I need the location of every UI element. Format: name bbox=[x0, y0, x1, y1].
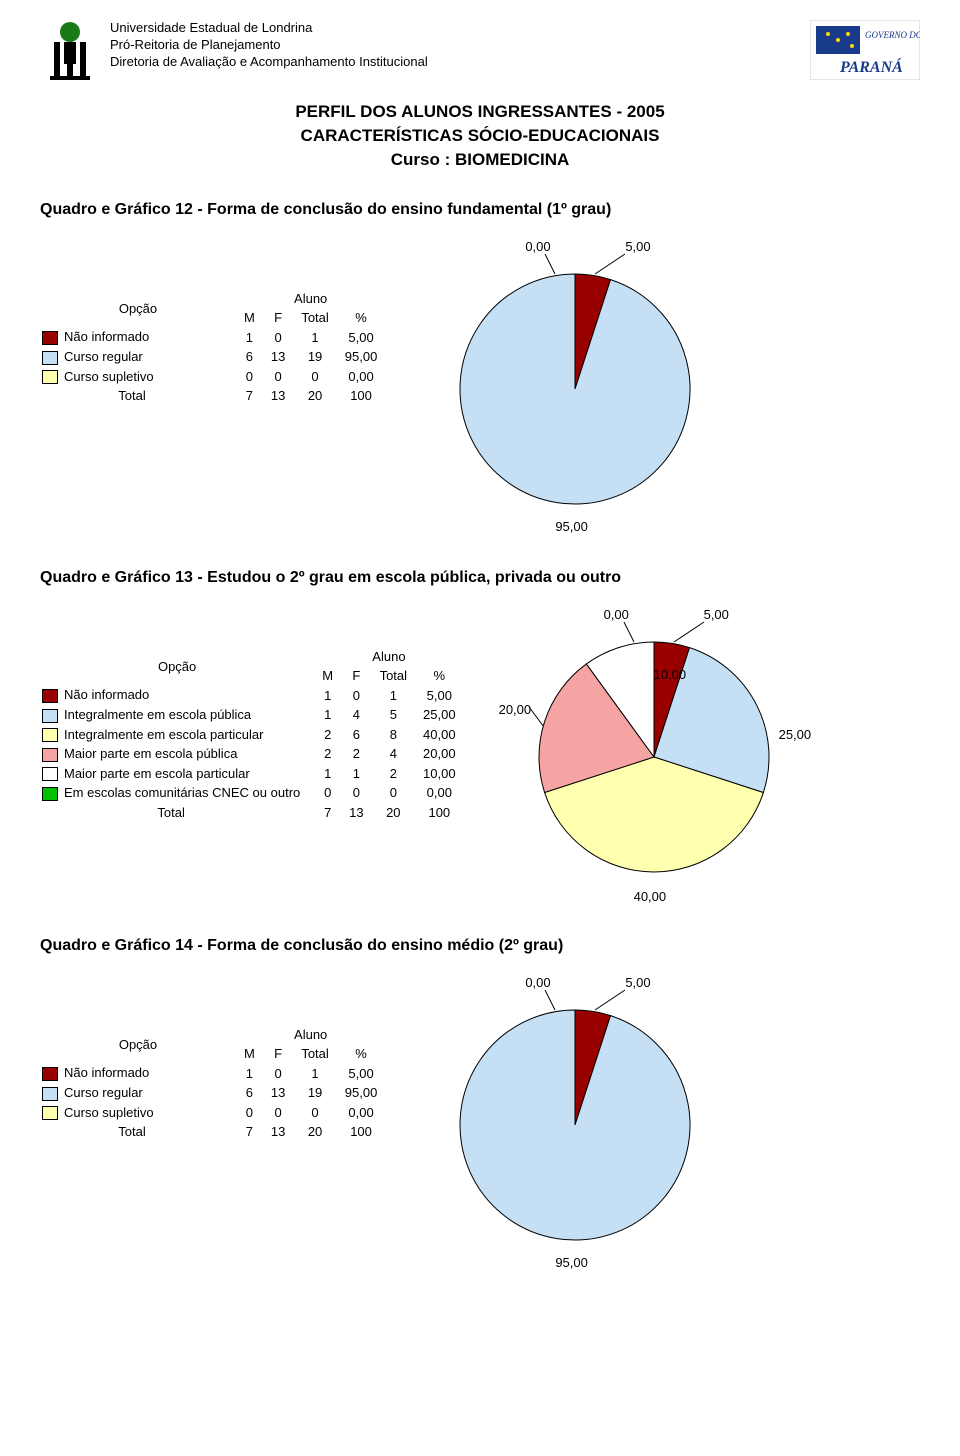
quadro13: OpçãoAlunoMFTotal%Não informado1015,00In… bbox=[40, 607, 920, 907]
swatch-icon bbox=[42, 709, 58, 723]
table-row: Não informado1015,00 bbox=[40, 1063, 385, 1083]
inst-line2: Pró-Reitoria de Planejamento bbox=[110, 37, 428, 54]
table-row: Curso supletivo0000,00 bbox=[40, 367, 385, 387]
quadro12-chart: 0,00 5,00 95,00 bbox=[425, 239, 725, 539]
swatch-icon bbox=[42, 728, 58, 742]
swatch-icon bbox=[42, 748, 58, 762]
chart-label: 40,00 bbox=[634, 889, 667, 904]
chart-label: 0,00 bbox=[525, 239, 550, 254]
svg-text:GOVERNO DO: GOVERNO DO bbox=[865, 30, 920, 40]
swatch-icon bbox=[42, 689, 58, 703]
swatch-icon bbox=[42, 787, 58, 801]
table-row: Integralmente em escola particular26840,… bbox=[40, 725, 464, 745]
uel-logo-icon bbox=[40, 20, 100, 80]
chart-label: 95,00 bbox=[555, 519, 588, 534]
chart-label: 5,00 bbox=[625, 975, 650, 990]
title-line3: Curso : BIOMEDICINA bbox=[40, 148, 920, 172]
chart-label: 10,00 bbox=[654, 667, 687, 682]
pie-slice bbox=[460, 274, 690, 504]
document-title: PERFIL DOS ALUNOS INGRESSANTES - 2005 CA… bbox=[40, 100, 920, 171]
table-row: Maior parte em escola pública22420,00 bbox=[40, 744, 464, 764]
quadro13-chart: 0,005,0010,0020,0025,0040,00 bbox=[504, 607, 804, 907]
parana-gov-logo-icon: GOVERNO DO PARANÁ bbox=[810, 20, 920, 80]
page: Universidade Estadual de Londrina Pró-Re… bbox=[0, 0, 960, 1335]
title-line1: PERFIL DOS ALUNOS INGRESSANTES - 2005 bbox=[40, 100, 920, 124]
inst-line3: Diretoria de Avaliação e Acompanhamento … bbox=[110, 54, 428, 71]
table-row: Não informado1015,00 bbox=[40, 327, 385, 347]
header-bar: Universidade Estadual de Londrina Pró-Re… bbox=[40, 20, 920, 80]
quadro14-title: Quadro e Gráfico 14 - Forma de conclusão… bbox=[40, 937, 920, 955]
table-row: Curso regular6131995,00 bbox=[40, 347, 385, 367]
institution-block: Universidade Estadual de Londrina Pró-Re… bbox=[40, 20, 428, 80]
swatch-icon bbox=[42, 1106, 58, 1120]
quadro12: OpçãoAlunoMFTotal%Não informado1015,00Cu… bbox=[40, 239, 920, 539]
svg-text:PARANÁ: PARANÁ bbox=[839, 57, 903, 76]
swatch-icon bbox=[42, 1067, 58, 1081]
table-row: Não informado1015,00 bbox=[40, 685, 464, 705]
table-row: Integralmente em escola pública14525,00 bbox=[40, 705, 464, 725]
chart-label: 25,00 bbox=[779, 727, 812, 742]
quadro13-title: Quadro e Gráfico 13 - Estudou o 2º grau … bbox=[40, 569, 920, 587]
quadro14: OpçãoAlunoMFTotal%Não informado1015,00Cu… bbox=[40, 975, 920, 1275]
quadro12-title: Quadro e Gráfico 12 - Forma de conclusão… bbox=[40, 201, 920, 219]
quadro14-table: OpçãoAlunoMFTotal%Não informado1015,00Cu… bbox=[40, 1025, 385, 1141]
chart-label: 0,00 bbox=[604, 607, 629, 622]
table-row: Maior parte em escola particular11210,00 bbox=[40, 764, 464, 784]
chart-label: 20,00 bbox=[499, 702, 532, 717]
swatch-icon bbox=[42, 1087, 58, 1101]
chart-label: 5,00 bbox=[625, 239, 650, 254]
quadro14-chart: 0,00 5,00 95,00 bbox=[425, 975, 725, 1275]
swatch-icon bbox=[42, 370, 58, 384]
quadro13-table: OpçãoAlunoMFTotal%Não informado1015,00In… bbox=[40, 647, 464, 821]
chart-label: 0,00 bbox=[525, 975, 550, 990]
table-row: Curso regular6131995,00 bbox=[40, 1083, 385, 1103]
pie-slice bbox=[460, 1010, 690, 1240]
table-row: Curso supletivo0000,00 bbox=[40, 1103, 385, 1123]
inst-line1: Universidade Estadual de Londrina bbox=[110, 20, 428, 37]
chart-label: 95,00 bbox=[555, 1255, 588, 1270]
chart-label: 5,00 bbox=[704, 607, 729, 622]
table-row: Em escolas comunitárias CNEC ou outro000… bbox=[40, 783, 464, 803]
title-line2: CARACTERÍSTICAS SÓCIO-EDUCACIONAIS bbox=[40, 124, 920, 148]
swatch-icon bbox=[42, 351, 58, 365]
institution-text: Universidade Estadual de Londrina Pró-Re… bbox=[110, 20, 428, 71]
swatch-icon bbox=[42, 331, 58, 345]
swatch-icon bbox=[42, 767, 58, 781]
quadro12-table: OpçãoAlunoMFTotal%Não informado1015,00Cu… bbox=[40, 289, 385, 405]
